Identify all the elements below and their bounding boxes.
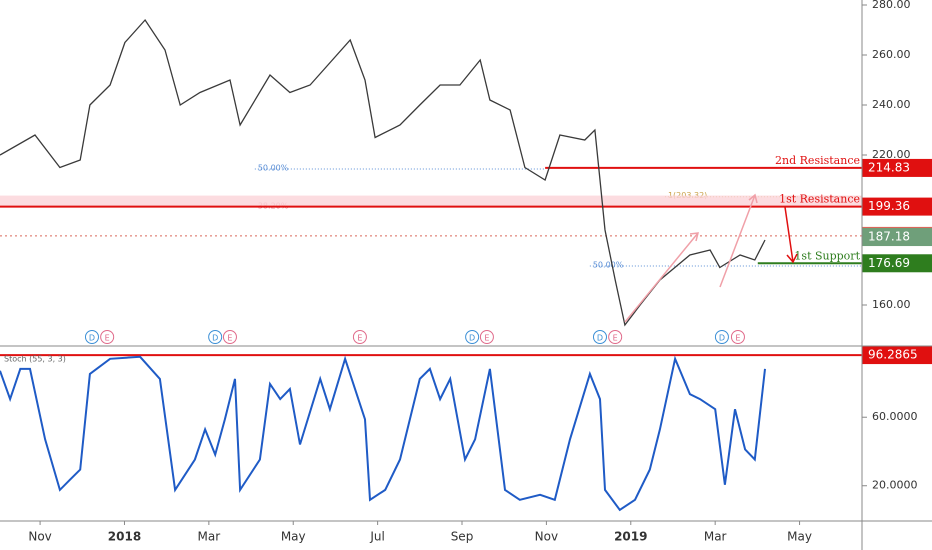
arrow bbox=[624, 232, 699, 323]
x-tick-label: 2018 bbox=[108, 530, 141, 544]
event-label: D bbox=[597, 334, 603, 343]
price-label-box bbox=[862, 346, 932, 365]
event-label: D bbox=[469, 334, 475, 343]
x-tick-label: May bbox=[281, 530, 306, 544]
price-label: 176.69 bbox=[868, 256, 910, 270]
x-tick-label: Mar bbox=[198, 530, 221, 544]
event-label: E bbox=[227, 334, 232, 343]
fib-label: 50.00% bbox=[593, 261, 624, 270]
event-marker bbox=[592, 330, 607, 344]
price-label-box bbox=[862, 158, 932, 177]
event-marker bbox=[730, 330, 745, 344]
price-label-box bbox=[862, 197, 932, 216]
event-marker bbox=[479, 330, 494, 344]
event-marker bbox=[222, 330, 237, 344]
x-tick-label: Sep bbox=[451, 530, 474, 544]
price-label-box bbox=[862, 254, 932, 273]
event-marker bbox=[84, 330, 99, 344]
event-label: E bbox=[735, 334, 740, 343]
y-tick-label: 20.0000 bbox=[872, 479, 918, 492]
y-tick-label: 160.00 bbox=[872, 298, 911, 311]
event-label: E bbox=[484, 334, 489, 343]
event-label: E bbox=[105, 334, 110, 343]
resistance-zone bbox=[0, 195, 862, 207]
event-marker bbox=[714, 330, 729, 344]
event-marker bbox=[208, 330, 223, 344]
x-tick-label: Mar bbox=[704, 530, 727, 544]
event-marker bbox=[608, 330, 623, 344]
price-label: 214.83 bbox=[868, 160, 910, 174]
event-marker bbox=[352, 330, 367, 344]
event-label: D bbox=[89, 334, 95, 343]
y-tick-label: 220.00 bbox=[872, 148, 911, 161]
level-label: 2nd Resistance bbox=[775, 154, 860, 167]
y-tick-label: 260.00 bbox=[872, 48, 911, 61]
trend-arrows bbox=[624, 193, 798, 323]
price-label: 96.2865 bbox=[868, 348, 918, 362]
event-label: E bbox=[613, 334, 618, 343]
event-marker bbox=[465, 330, 480, 344]
level-label: 1st Resistance bbox=[779, 193, 860, 206]
arrow bbox=[719, 193, 758, 288]
y-tick-label: 240.00 bbox=[872, 98, 911, 111]
x-tick-label: May bbox=[787, 530, 812, 544]
series-line bbox=[0, 355, 766, 512]
fib-label: 50.00% bbox=[258, 164, 289, 173]
arrow bbox=[784, 206, 798, 264]
panel-title: Stoch (55, 3, 3) bbox=[4, 355, 66, 364]
x-tick-label: 2019 bbox=[614, 530, 647, 544]
level-label: 1st Support bbox=[794, 249, 860, 262]
price-label: 199.36 bbox=[868, 199, 910, 213]
x-tick-label: Nov bbox=[535, 530, 558, 544]
event-label: D bbox=[212, 334, 218, 343]
x-tick-label: Jul bbox=[369, 530, 384, 544]
event-label: D bbox=[719, 334, 725, 343]
y-tick-label: 280.00 bbox=[872, 0, 911, 11]
y-tick-label: 60.0000 bbox=[872, 410, 918, 423]
price-label: 187.18 bbox=[868, 230, 910, 244]
x-tick-label: Nov bbox=[28, 530, 51, 544]
event-marker bbox=[100, 330, 115, 344]
event-label: E bbox=[357, 334, 362, 343]
series-line bbox=[0, 18, 766, 327]
price-label-box bbox=[862, 228, 932, 247]
